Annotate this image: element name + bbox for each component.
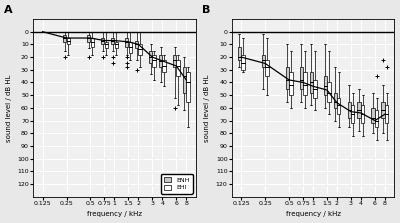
Bar [105, 42, 108, 48]
Bar [183, 67, 186, 93]
Bar [324, 76, 327, 95]
Bar [114, 42, 118, 48]
X-axis label: frequency / kHz: frequency / kHz [286, 211, 340, 217]
Bar [337, 98, 340, 114]
Bar [101, 38, 104, 44]
Text: B: B [202, 5, 211, 15]
Bar [241, 55, 245, 70]
Bar [375, 110, 378, 127]
Bar [138, 44, 142, 55]
Bar [300, 67, 303, 89]
Bar [176, 60, 180, 76]
Bar [313, 80, 316, 98]
Bar [327, 83, 330, 101]
Bar [286, 67, 289, 89]
Text: A: A [4, 5, 12, 15]
Bar [149, 51, 152, 63]
Bar [111, 38, 114, 44]
Bar [310, 72, 313, 93]
Bar [265, 60, 269, 76]
Bar [262, 55, 265, 67]
X-axis label: frequency / kHz: frequency / kHz [87, 211, 142, 217]
Bar [186, 72, 190, 101]
Legend: ENH, EHI: ENH, EHI [160, 173, 193, 194]
Bar [152, 55, 156, 67]
Bar [162, 60, 166, 72]
Bar [381, 101, 385, 118]
Bar [348, 101, 351, 118]
Bar [372, 108, 375, 123]
Bar [135, 41, 138, 48]
Bar [87, 35, 90, 42]
Bar [361, 105, 364, 123]
Bar [125, 38, 128, 47]
Bar [159, 55, 162, 67]
Bar [91, 38, 94, 47]
Bar [289, 72, 292, 95]
Bar [128, 42, 132, 53]
Bar [63, 35, 66, 42]
Y-axis label: sound level / dB HL: sound level / dB HL [204, 74, 210, 142]
Bar [173, 55, 176, 67]
Bar [351, 105, 354, 123]
Bar [334, 93, 337, 108]
Bar [238, 47, 241, 60]
Bar [385, 105, 388, 123]
Bar [67, 38, 70, 44]
Bar [358, 101, 361, 118]
Y-axis label: sound level / dB HL: sound level / dB HL [6, 74, 12, 142]
Bar [303, 72, 306, 95]
